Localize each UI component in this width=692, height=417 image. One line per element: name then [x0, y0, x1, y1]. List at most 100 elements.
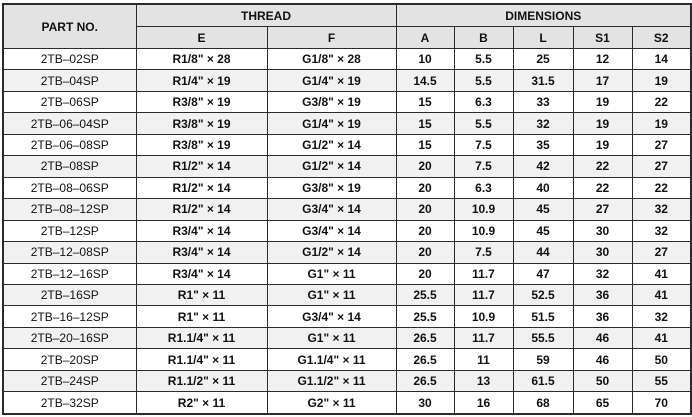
thread-f-cell: G1/2" × 14	[266, 241, 397, 264]
part-no-cell: 2TB–16–12SP	[2, 305, 137, 328]
dim-l-cell: 32	[512, 112, 574, 135]
dim-s2-cell: 41	[631, 262, 692, 285]
dim-b-cell: 11.7	[453, 283, 514, 307]
dim-b-cell: 10.9	[453, 198, 514, 221]
thread-f-cell: G3/8" × 19	[266, 90, 397, 114]
part-no-cell: 2TB–06–08SP	[2, 133, 137, 157]
dim-s2-cell: 27	[631, 241, 692, 264]
table-row: 2TB–06SP R3/8" × 19 G3/8" × 19 15 6.3 33 19 22	[2, 90, 692, 114]
table-row: 2TB–16–12SP R1" × 11 G3/4" × 14 25.5 10.9 51.…	[2, 305, 692, 328]
part-no-header: PART NO.	[2, 3, 137, 49]
dim-a-cell: 20	[395, 155, 455, 178]
dim-a-cell: 26.5	[395, 326, 455, 350]
dim-a-cell: 20	[395, 198, 455, 221]
dim-l-cell: 47	[512, 262, 574, 285]
dim-s1-cell: 46	[572, 348, 633, 371]
dim-s1-cell: 32	[572, 262, 633, 285]
thread-e-cell: R1/4" × 19	[135, 69, 268, 92]
dim-s1-cell: 50	[572, 369, 633, 393]
thread-header: THREAD	[135, 3, 397, 27]
dim-s1-cell: 30	[572, 241, 633, 264]
dim-l-cell: 45	[512, 198, 574, 221]
part-no-cell: 2TB–24SP	[2, 369, 137, 393]
thread-e-cell: R1" × 11	[135, 283, 268, 307]
dim-s2-cell: 70	[631, 391, 692, 415]
dim-s2-cell: 32	[631, 305, 692, 328]
thread-f-cell: G2" × 11	[266, 391, 397, 415]
thread-e-cell: R1/2" × 14	[135, 176, 268, 200]
part-no-cell: 2TB–12SP	[2, 219, 137, 243]
dim-s2-cell: 41	[631, 326, 692, 350]
dim-s2-cell: 41	[631, 283, 692, 307]
thread-e-cell: R1.1/4" × 11	[135, 326, 268, 350]
part-no-cell: 2TB–08–12SP	[2, 198, 137, 221]
dim-l-cell: 31.5	[512, 69, 574, 92]
dim-l-cell: 42	[512, 155, 574, 178]
dim-a-cell: 14.5	[395, 69, 455, 92]
dimensions-header: DIMENSIONS	[395, 3, 692, 27]
part-no-cell: 2TB–02SP	[2, 47, 137, 71]
part-no-cell: 2TB–20–16SP	[2, 326, 137, 350]
dim-b-cell: 10.9	[453, 219, 514, 243]
dim-s2-cell: 50	[631, 348, 692, 371]
dim-a-cell: 20	[395, 219, 455, 243]
dim-s2-cell: 55	[631, 369, 692, 393]
table-row: 2TB–06–08SP R3/8" × 19 G1/2" × 14 15 7.5 35 19…	[2, 133, 692, 157]
dim-s2-cell: 32	[631, 198, 692, 221]
dim-a-cell: 15	[395, 133, 455, 157]
table-row: 2TB–32SP R2" × 11 G2" × 11 30 16 68 65 70	[2, 391, 692, 415]
dim-a-cell: 15	[395, 112, 455, 135]
part-no-cell: 2TB–04SP	[2, 69, 137, 92]
thread-f-cell: G1" × 11	[266, 283, 397, 307]
thread-e-cell: R1/2" × 14	[135, 155, 268, 178]
dim-b-cell: 7.5	[453, 155, 514, 178]
part-no-cell: 2TB–06SP	[2, 90, 137, 114]
thread-e-cell: R1" × 11	[135, 305, 268, 328]
table-row: 2TB–08–06SP R1/2" × 14 G3/8" × 19 20 6.3 40 22…	[2, 176, 692, 200]
dim-a-cell: 20	[395, 241, 455, 264]
thread-f-cell: G1.1/2" × 11	[266, 369, 397, 393]
part-no-cell: 2TB–08SP	[2, 155, 137, 178]
thread-e-cell: R3/8" × 19	[135, 133, 268, 157]
dim-s2-cell: 19	[631, 112, 692, 135]
thread-f-cell: G3/8" × 19	[266, 176, 397, 200]
dim-l-cell: 44	[512, 241, 574, 264]
table-row: 2TB–08–12SP R1/2" × 14 G3/4" × 14 20 10.9 45 2…	[2, 198, 692, 221]
thread-e-cell: R1.1/2" × 11	[135, 369, 268, 393]
thread-f-cell: G1" × 11	[266, 326, 397, 350]
table-row: 2TB–12–08SP R3/4" × 14 G1/2" × 14 20 7.5 44 30…	[2, 241, 692, 264]
table-row: 2TB–06–04SP R3/8" × 19 G1/4" × 19 15 5.5 32 19…	[2, 112, 692, 135]
dim-l-cell: 59	[512, 348, 574, 371]
dim-s1-cell: 17	[572, 69, 633, 92]
dim-b-cell: 11	[453, 348, 514, 371]
thread-f-cell: G3/4" × 14	[266, 198, 397, 221]
part-no-cell: 2TB–12–16SP	[2, 262, 137, 285]
table-header: PART NO. THREAD DIMENSIONS E F A B L S1 …	[2, 3, 692, 49]
col-header-f: F	[266, 26, 397, 49]
table-row: 2TB–08SP R1/2" × 14 G1/2" × 14 20 7.5 42 22 27	[2, 155, 692, 178]
thread-e-cell: R3/4" × 14	[135, 262, 268, 285]
thread-e-cell: R3/4" × 14	[135, 219, 268, 243]
thread-f-cell: G1/4" × 19	[266, 69, 397, 92]
dim-s2-cell: 32	[631, 219, 692, 243]
dim-b-cell: 6.3	[453, 176, 514, 200]
dim-l-cell: 68	[512, 391, 574, 415]
dim-s1-cell: 46	[572, 326, 633, 350]
dim-s2-cell: 19	[631, 69, 692, 92]
dim-s2-cell: 22	[631, 90, 692, 114]
table-row: 2TB–24SP R1.1/2" × 11 G1.1/2" × 11 26.5 13 61…	[2, 369, 692, 393]
thread-f-cell: G1/4" × 19	[266, 112, 397, 135]
thread-e-cell: R3/4" × 14	[135, 241, 268, 264]
dim-b-cell: 16	[453, 391, 514, 415]
table-row: 2TB–20–16SP R1.1/4" × 11 G1" × 11 26.5 11.7 5…	[2, 326, 692, 350]
thread-f-cell: G1.1/4" × 11	[266, 348, 397, 371]
col-header-s2: S2	[631, 26, 692, 49]
dim-a-cell: 26.5	[395, 369, 455, 393]
dim-l-cell: 33	[512, 90, 574, 114]
dim-a-cell: 25.5	[395, 305, 455, 328]
thread-e-cell: R3/8" × 19	[135, 90, 268, 114]
dim-s2-cell: 27	[631, 155, 692, 178]
dim-s1-cell: 19	[572, 90, 633, 114]
dim-l-cell: 40	[512, 176, 574, 200]
table-row: 2TB–20SP R1.1/4" × 11 G1.1/4" × 11 26.5 11 59…	[2, 348, 692, 371]
